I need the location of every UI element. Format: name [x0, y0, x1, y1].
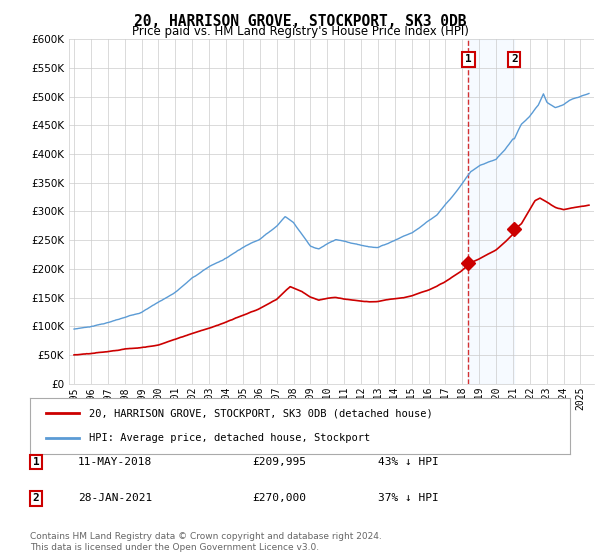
Text: Contains HM Land Registry data © Crown copyright and database right 2024.
This d: Contains HM Land Registry data © Crown c… — [30, 532, 382, 552]
Text: £209,995: £209,995 — [252, 457, 306, 467]
Text: 2: 2 — [32, 493, 40, 503]
Bar — [469, 39, 514, 384]
Text: Price paid vs. HM Land Registry's House Price Index (HPI): Price paid vs. HM Land Registry's House … — [131, 25, 469, 38]
Text: 37% ↓ HPI: 37% ↓ HPI — [378, 493, 439, 503]
Text: 1: 1 — [465, 54, 472, 64]
Text: 20, HARRISON GROVE, STOCKPORT, SK3 0DB: 20, HARRISON GROVE, STOCKPORT, SK3 0DB — [134, 14, 466, 29]
Text: 11-MAY-2018: 11-MAY-2018 — [78, 457, 152, 467]
Text: £270,000: £270,000 — [252, 493, 306, 503]
Text: 43% ↓ HPI: 43% ↓ HPI — [378, 457, 439, 467]
Text: HPI: Average price, detached house, Stockport: HPI: Average price, detached house, Stoc… — [89, 433, 371, 443]
Text: 2: 2 — [511, 54, 518, 64]
Text: 20, HARRISON GROVE, STOCKPORT, SK3 0DB (detached house): 20, HARRISON GROVE, STOCKPORT, SK3 0DB (… — [89, 408, 433, 418]
Text: 28-JAN-2021: 28-JAN-2021 — [78, 493, 152, 503]
Text: 1: 1 — [32, 457, 40, 467]
